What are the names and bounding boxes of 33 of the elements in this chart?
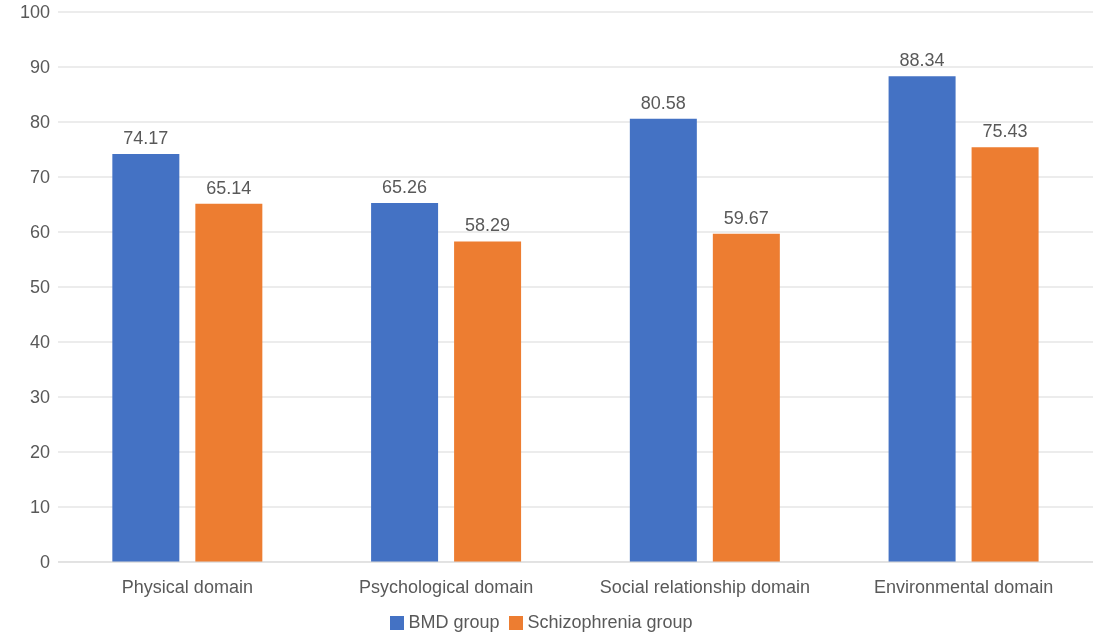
legend-label: BMD group: [408, 612, 500, 632]
y-tick-label: 20: [29, 442, 50, 463]
bar: [454, 241, 522, 562]
y-tick-label: 60: [29, 222, 50, 243]
x-tick-label: Social relationship domain: [599, 576, 810, 597]
bar: [195, 203, 263, 562]
y-tick-label: 70: [29, 167, 50, 188]
data-label: 80.58: [640, 92, 686, 113]
y-tick-label: 90: [29, 57, 50, 78]
bar: [971, 147, 1039, 562]
y-tick-label: 10: [29, 497, 50, 518]
bar: [888, 76, 956, 562]
data-label: 88.34: [899, 50, 945, 71]
bar: [712, 233, 780, 562]
y-tick-label: 30: [29, 387, 50, 408]
y-tick-label: 100: [19, 2, 50, 23]
y-tick-label: 40: [29, 332, 50, 353]
data-label: 74.17: [123, 128, 169, 149]
x-tick-label: Environmental domain: [874, 576, 1054, 597]
data-label: 75.43: [982, 121, 1028, 142]
bar: [371, 203, 439, 562]
bar: [112, 154, 180, 562]
data-label: 58.29: [465, 215, 511, 236]
bar: [629, 118, 697, 562]
data-label: 59.67: [723, 207, 769, 228]
x-tick-label: Psychological domain: [359, 576, 534, 597]
x-tick-label: Physical domain: [121, 576, 253, 597]
y-tick-label: 50: [29, 277, 50, 298]
y-tick-label: 0: [39, 552, 50, 573]
data-label: 65.26: [382, 177, 428, 198]
y-tick-label: 80: [29, 112, 50, 133]
legend-label: Schizophrenia group: [527, 612, 693, 632]
data-label: 65.14: [206, 177, 252, 198]
